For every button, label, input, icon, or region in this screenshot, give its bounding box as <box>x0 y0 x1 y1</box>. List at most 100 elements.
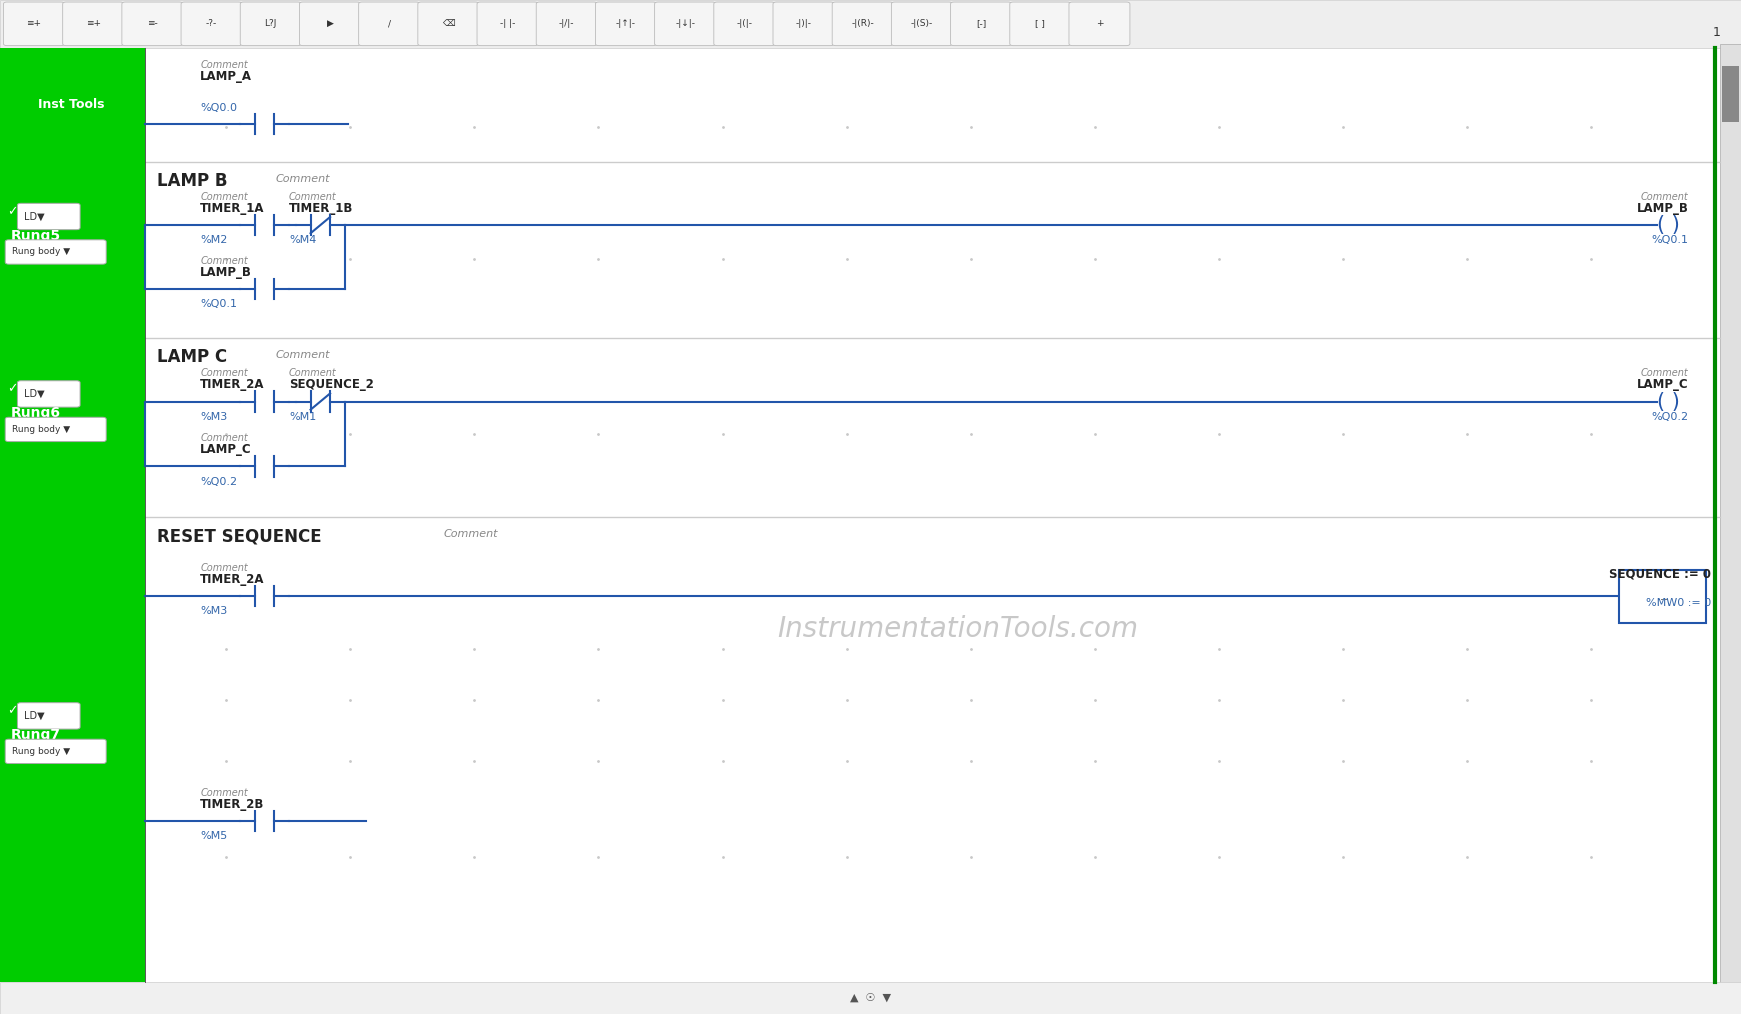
Text: -?-: -?- <box>205 19 218 28</box>
Bar <box>1619 570 1706 623</box>
Text: -|(|-: -|(|- <box>736 19 752 28</box>
Text: %M5: %M5 <box>200 831 228 842</box>
Text: LAMP B: LAMP B <box>157 172 226 191</box>
Text: %M3: %M3 <box>200 412 228 422</box>
Bar <box>0 48 145 162</box>
Text: Comment: Comment <box>1642 368 1689 378</box>
Text: Rung7: Rung7 <box>10 728 61 742</box>
FancyBboxPatch shape <box>359 2 420 46</box>
FancyBboxPatch shape <box>17 703 80 729</box>
FancyBboxPatch shape <box>1010 2 1071 46</box>
Text: %M4: %M4 <box>289 235 317 245</box>
FancyBboxPatch shape <box>299 2 360 46</box>
Text: Comment: Comment <box>200 433 247 443</box>
FancyBboxPatch shape <box>17 380 80 407</box>
FancyBboxPatch shape <box>181 2 242 46</box>
Text: ≡+: ≡+ <box>26 19 42 28</box>
Text: LAMP_C: LAMP_C <box>200 443 252 456</box>
Text: Comment: Comment <box>200 563 247 573</box>
Bar <box>0 162 145 338</box>
Text: [-]: [-] <box>977 19 985 28</box>
Text: -| |-: -| |- <box>500 19 515 28</box>
Text: -|(S)-: -|(S)- <box>911 19 933 28</box>
Text: LAMP_B: LAMP_B <box>1637 202 1689 215</box>
Text: Rung body ▼: Rung body ▼ <box>12 425 70 434</box>
Text: Comment: Comment <box>275 350 329 360</box>
FancyBboxPatch shape <box>122 2 183 46</box>
Text: /: / <box>388 19 390 28</box>
Text: +: + <box>1095 19 1104 28</box>
Text: ≡-: ≡- <box>146 19 158 28</box>
Text: LD▼: LD▼ <box>24 212 45 221</box>
Text: ✓: ✓ <box>7 382 17 395</box>
Text: SEQUENCE_2: SEQUENCE_2 <box>289 378 374 391</box>
Text: [ ]: [ ] <box>1036 19 1045 28</box>
FancyBboxPatch shape <box>17 203 80 229</box>
Bar <box>1722 66 1739 122</box>
Text: Inst Tools: Inst Tools <box>38 98 104 112</box>
Text: Comment: Comment <box>289 192 336 202</box>
Text: ( ): ( ) <box>1657 391 1680 412</box>
Text: Comment: Comment <box>200 192 247 202</box>
Text: LD▼: LD▼ <box>24 389 45 399</box>
Text: TIMER_2A: TIMER_2A <box>200 573 265 586</box>
Text: LD▼: LD▼ <box>24 711 45 721</box>
Text: 1: 1 <box>1713 26 1722 39</box>
FancyBboxPatch shape <box>773 2 834 46</box>
Text: ...: ... <box>1657 590 1668 602</box>
Text: %Q0.2: %Q0.2 <box>1652 412 1689 422</box>
FancyBboxPatch shape <box>655 2 716 46</box>
Text: Comment: Comment <box>289 368 336 378</box>
Text: -|↑|-: -|↑|- <box>616 19 635 28</box>
Text: ≡+: ≡+ <box>85 19 101 28</box>
Text: ✓: ✓ <box>7 705 17 717</box>
FancyBboxPatch shape <box>536 2 597 46</box>
Text: %M3: %M3 <box>200 606 228 617</box>
Text: Comment: Comment <box>444 529 498 539</box>
Bar <box>1720 44 1741 984</box>
Text: Rung body ▼: Rung body ▼ <box>12 247 70 257</box>
Text: Comment: Comment <box>200 256 247 266</box>
Text: LAMP_C: LAMP_C <box>1637 378 1689 391</box>
FancyBboxPatch shape <box>5 739 106 764</box>
Text: ⌫: ⌫ <box>442 19 454 28</box>
Text: %M2: %M2 <box>200 235 228 245</box>
FancyBboxPatch shape <box>595 2 656 46</box>
FancyBboxPatch shape <box>418 2 479 46</box>
Bar <box>0 982 1741 1014</box>
FancyBboxPatch shape <box>5 418 106 442</box>
Text: -|(R)-: -|(R)- <box>851 19 874 28</box>
Text: Rung body ▼: Rung body ▼ <box>12 747 70 755</box>
Text: SEQUENCE := 0: SEQUENCE := 0 <box>1609 567 1711 580</box>
FancyBboxPatch shape <box>891 2 952 46</box>
Text: TIMER_2B: TIMER_2B <box>200 798 265 811</box>
Bar <box>0 338 145 517</box>
FancyBboxPatch shape <box>1069 2 1130 46</box>
FancyBboxPatch shape <box>714 2 775 46</box>
Text: RESET SEQUENCE: RESET SEQUENCE <box>157 527 322 546</box>
FancyBboxPatch shape <box>5 239 106 264</box>
Text: Comment: Comment <box>200 788 247 798</box>
Text: TIMER_1B: TIMER_1B <box>289 202 353 215</box>
Text: Rung6: Rung6 <box>10 407 61 420</box>
FancyBboxPatch shape <box>240 2 301 46</box>
Text: Comment: Comment <box>200 60 247 70</box>
Text: TIMER_1A: TIMER_1A <box>200 202 265 215</box>
Text: LAMP_B: LAMP_B <box>200 266 252 279</box>
Text: %Q0.1: %Q0.1 <box>200 299 237 309</box>
Text: ✓: ✓ <box>7 205 17 218</box>
FancyBboxPatch shape <box>832 2 893 46</box>
Text: ▶: ▶ <box>327 19 333 28</box>
Text: ( ): ( ) <box>1657 215 1680 235</box>
Text: %Q0.2: %Q0.2 <box>200 477 237 487</box>
Text: TIMER_2A: TIMER_2A <box>200 378 265 391</box>
Text: %MW0 := 0: %MW0 := 0 <box>1647 598 1711 608</box>
FancyBboxPatch shape <box>63 2 124 46</box>
Text: %Q0.0: %Q0.0 <box>200 103 237 114</box>
Text: %Q0.1: %Q0.1 <box>1652 235 1689 245</box>
Text: LAMP_A: LAMP_A <box>200 70 252 83</box>
Text: -|↓|-: -|↓|- <box>676 19 695 28</box>
Text: Rung5: Rung5 <box>10 229 61 242</box>
FancyBboxPatch shape <box>477 2 538 46</box>
FancyBboxPatch shape <box>951 2 1012 46</box>
